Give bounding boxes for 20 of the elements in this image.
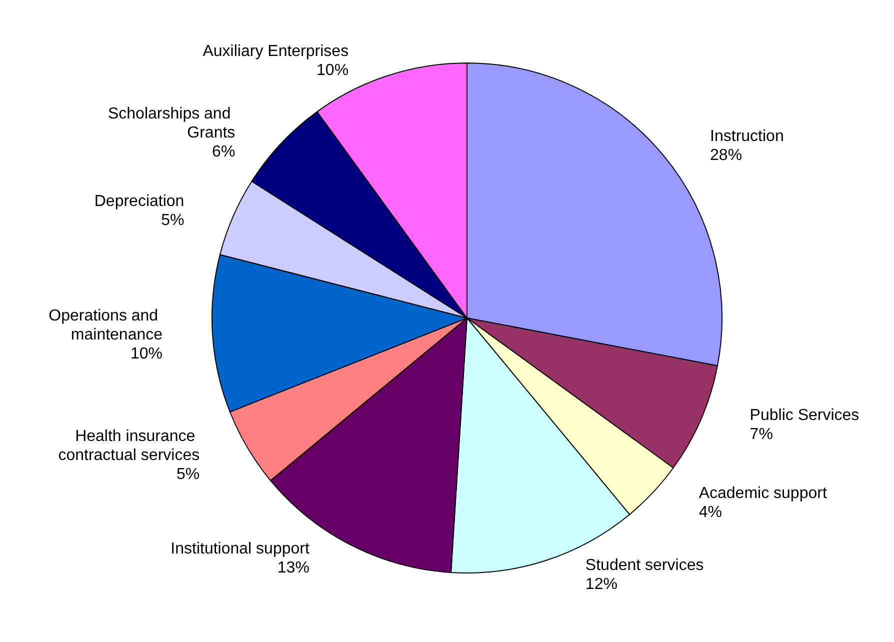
data-label: 13% [277,560,310,577]
slice-label: Public Services [750,407,860,424]
data-label: 5% [176,466,200,483]
data-label: 10% [316,62,349,80]
slice-label: Scholarships and Grants [108,106,236,142]
slice-label: Student services [585,556,704,574]
slice-label: Institutional support [170,540,310,558]
data-label: 4% [698,504,722,521]
data-label: 6% [212,144,236,161]
slice-label: Depreciation [94,192,184,210]
slice-label: Health insurance contractual services [58,428,200,464]
data-label: 10% [130,345,163,362]
data-label: 28% [710,146,742,164]
data-label: 7% [750,426,773,444]
slice-label: Operations and maintenance [48,307,163,344]
slice-label: Auxiliary Enterprises [202,43,349,60]
data-label: 5% [161,212,184,229]
slice-label: Instruction [710,128,784,145]
data-label: 12% [585,576,618,593]
slice-label: Academic support [698,484,828,502]
